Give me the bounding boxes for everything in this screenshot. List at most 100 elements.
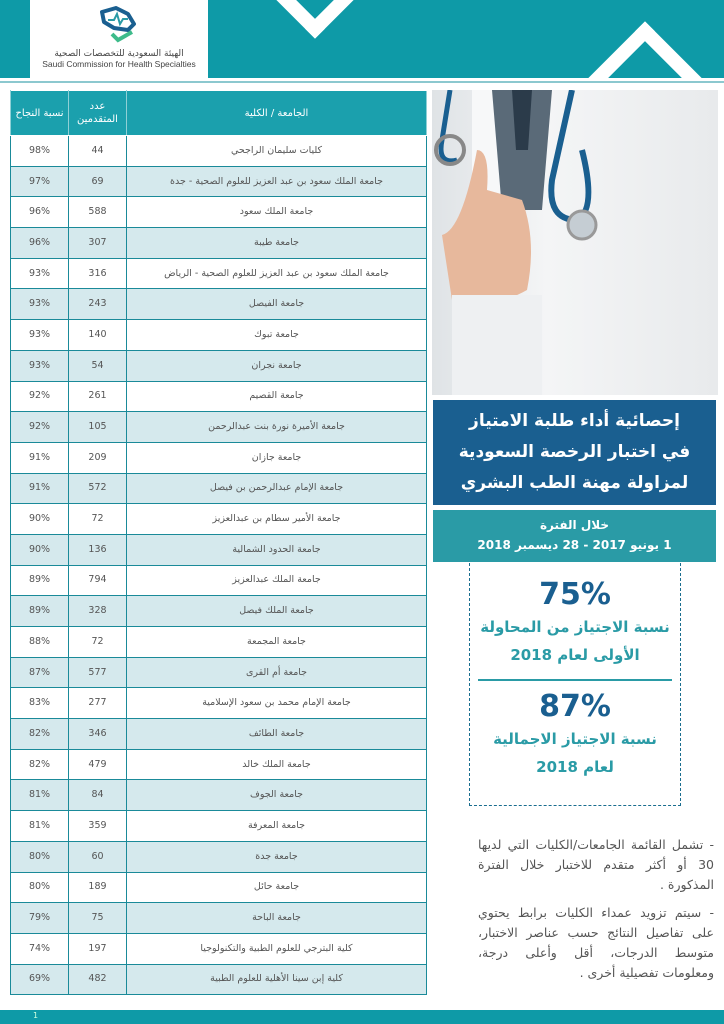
applicant-count: 60 <box>68 840 127 873</box>
university-name: جامعة الملك سعود بن عبد العزيز للعلوم ال… <box>126 165 427 198</box>
university-name: كلية البترجي للعلوم الطبية والتكنولوجيا <box>126 932 427 965</box>
table-row: جامعة جازان 209 91% <box>10 441 427 474</box>
pass-rate: 96% <box>10 227 69 259</box>
table-row: جامعة الباحة 75 79% <box>10 902 427 934</box>
table-row: جامعة تبوك 140 93% <box>10 319 427 351</box>
university-name: كليات سليمان الراجحي <box>126 135 427 167</box>
stat-label: نسبة الاجتياز من المحاولة <box>480 618 670 636</box>
notes: - تشمل القائمة الجامعات/الكليات التي لدي… <box>478 835 714 991</box>
table-row: جامعة حائل 189 80% <box>10 871 427 904</box>
university-name: جامعة الملك عبدالعزيز <box>126 564 427 597</box>
stat-label: لعام 2018 <box>536 758 614 776</box>
results-table: الجامعة / الكلية عدد المتقدمين نسبة النج… <box>10 90 427 996</box>
table-row: جامعة الملك سعود بن عبد العزيز للعلوم ال… <box>10 165 427 198</box>
applicant-count: 140 <box>68 319 127 351</box>
page-number: 1 <box>33 1011 39 1020</box>
university-name: جامعة المعرفة <box>126 810 427 842</box>
applicant-count: 794 <box>68 564 127 597</box>
table-row: جامعة المعرفة 359 81% <box>10 810 427 842</box>
pass-rate: 82% <box>10 718 69 750</box>
pass-rate: 81% <box>10 810 69 842</box>
pass-rate: 91% <box>10 441 69 474</box>
table-row: جامعة الملك عبدالعزيز 794 89% <box>10 564 427 597</box>
applicant-count: 209 <box>68 441 127 474</box>
applicant-count: 307 <box>68 227 127 259</box>
applicant-count: 277 <box>68 687 127 720</box>
note: - سيتم تزويد عمداء الكليات برابط يحتوي ع… <box>478 905 714 980</box>
footer-bar <box>0 1010 724 1024</box>
university-name: جامعة الإمام عبدالرحمن بن فيصل <box>126 472 427 505</box>
pass-rate: 83% <box>10 687 69 720</box>
table-row: جامعة الملك فيصل 328 89% <box>10 595 427 627</box>
pass-rate: 89% <box>10 564 69 597</box>
applicant-count: 197 <box>68 932 127 965</box>
university-name: جامعة الإمام محمد بن سعود الإسلامية <box>126 687 427 720</box>
table-row: جامعة الملك سعود بن عبد العزيز للعلوم ال… <box>10 257 427 290</box>
table-row: جامعة جدة 60 80% <box>10 840 427 873</box>
overall-pass-rate: 87% <box>539 689 611 724</box>
col-name: الجامعة / الكلية <box>126 90 427 136</box>
table-header: الجامعة / الكلية عدد المتقدمين نسبة النج… <box>10 90 427 136</box>
university-name: جامعة جدة <box>126 840 427 873</box>
pass-rate: 74% <box>10 932 69 965</box>
pass-rate: 90% <box>10 503 69 535</box>
applicant-count: 243 <box>68 288 127 321</box>
title-line: لمزاولة مهنة الطب البشري <box>460 473 689 493</box>
university-name: جامعة حائل <box>126 871 427 904</box>
logo-icon <box>100 6 136 43</box>
university-name: جامعة الملك خالد <box>126 748 427 781</box>
university-name: جامعة الملك سعود بن عبد العزيز للعلوم ال… <box>126 257 427 290</box>
applicant-count: 577 <box>68 656 127 689</box>
doctor-thumbs-up-image <box>434 90 598 395</box>
university-name: جامعة الأمير سطام بن عبدالعزيز <box>126 503 427 535</box>
university-name: جامعة تبوك <box>126 319 427 351</box>
applicant-count: 316 <box>68 257 127 290</box>
table-row: جامعة الإمام محمد بن سعود الإسلامية 277 83… <box>10 687 427 720</box>
col-count: عدد المتقدمين <box>68 90 127 136</box>
table-row: جامعة الأمير سطام بن عبدالعزيز 72 90% <box>10 503 427 535</box>
logo: الهيئة السعودية للتخصصات الصحية Saudi Co… <box>30 0 208 78</box>
chevron-decoration <box>581 21 709 78</box>
applicant-count: 105 <box>68 411 127 443</box>
university-name: جامعة القصيم <box>126 380 427 413</box>
pass-rate: 98% <box>10 135 69 167</box>
university-name: جامعة نجران <box>126 349 427 382</box>
col-pct: نسبة النجاح <box>10 90 69 136</box>
university-name: جامعة الأميرة نورة بنت عبدالرحمن <box>126 411 427 443</box>
applicant-count: 136 <box>68 533 127 566</box>
applicant-count: 189 <box>68 871 127 904</box>
table-row: جامعة الملك سعود 588 96% <box>10 196 427 229</box>
university-name: جامعة الطائف <box>126 718 427 750</box>
pass-rate: 81% <box>10 779 69 812</box>
university-name: جامعة أم القرى <box>126 656 427 689</box>
table-row: جامعة الطائف 346 82% <box>10 718 427 750</box>
university-name: جامعة الفيصل <box>126 288 427 321</box>
pass-rate: 90% <box>10 533 69 566</box>
stats-box: 75% نسبة الاجتياز من المحاولة الأولى لعا… <box>469 563 681 806</box>
stats-divider <box>478 679 672 681</box>
university-name: جامعة الجوف <box>126 779 427 812</box>
applicant-count: 346 <box>68 718 127 750</box>
table-row: جامعة طيبة 307 96% <box>10 227 427 259</box>
university-name: جامعة الملك فيصل <box>126 595 427 627</box>
table-row: جامعة الملك خالد 479 82% <box>10 748 427 781</box>
table-row: جامعة الأميرة نورة بنت عبدالرحمن 105 92% <box>10 411 427 443</box>
table-row: جامعة الفيصل 243 93% <box>10 288 427 321</box>
pass-rate: 97% <box>10 165 69 198</box>
university-name: كلية إبن سينا الأهلية للعلوم الطبية <box>126 963 427 996</box>
period-label: خلال الفترة <box>539 518 610 532</box>
applicant-count: 44 <box>68 135 127 167</box>
pass-rate: 93% <box>10 257 69 290</box>
page-title: إحصائية أداء طلبة الامتياز في اختبار الر… <box>433 400 716 505</box>
table-row: كليات سليمان الراجحي 44 98% <box>10 135 427 167</box>
pass-rate: 87% <box>10 656 69 689</box>
pass-rate: 80% <box>10 840 69 873</box>
applicant-count: 588 <box>68 196 127 229</box>
university-name: جامعة الحدود الشمالية <box>126 533 427 566</box>
applicant-count: 261 <box>68 380 127 413</box>
applicant-count: 572 <box>68 472 127 505</box>
applicant-count: 72 <box>68 503 127 535</box>
pass-rate: 80% <box>10 871 69 904</box>
table-row: جامعة الإمام عبدالرحمن بن فيصل 572 91% <box>10 472 427 505</box>
title-line: في اختبار الرخصة السعودية <box>458 442 691 462</box>
